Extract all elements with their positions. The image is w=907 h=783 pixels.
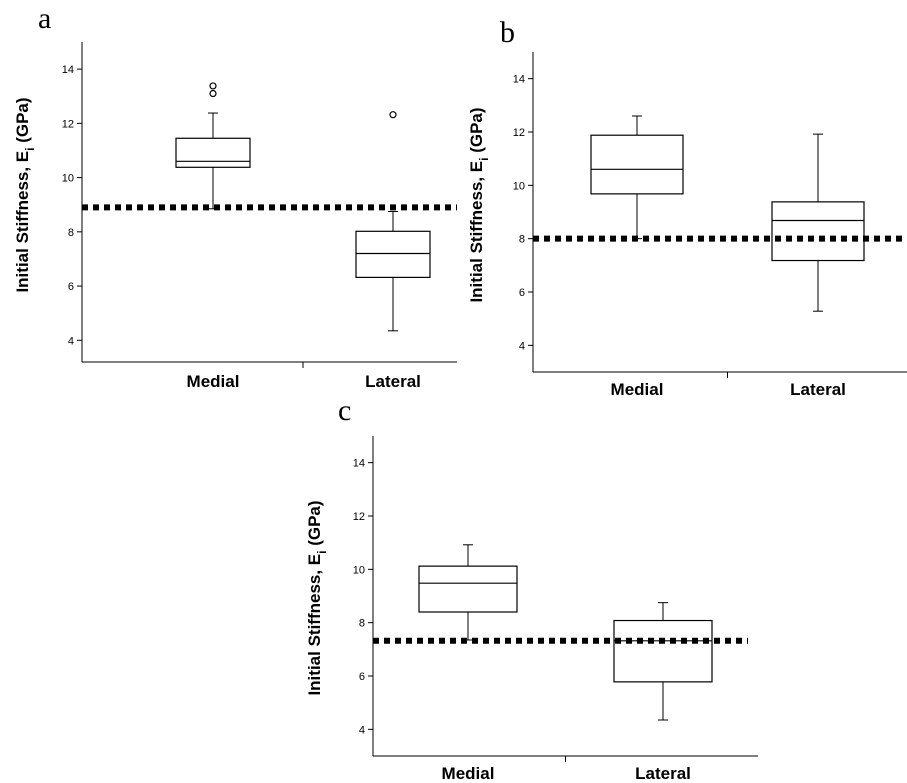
y-tick-label-c-12: 12 bbox=[353, 511, 365, 523]
box-c-lateral bbox=[613, 619, 713, 683]
y-tick-label-b-12: 12 bbox=[513, 127, 525, 139]
y-tick-label-c-10: 10 bbox=[353, 564, 365, 576]
y-axis-title-a: Initial Stiffness, Ei (GPa) bbox=[13, 97, 37, 292]
outlier-a-lateral-0 bbox=[389, 111, 397, 119]
panel-b-plot: 4 6 8 10 12 14 Initial Stiffness, Ei (GPa) Medi… bbox=[467, 52, 907, 399]
y-tick-label-b-4: 4 bbox=[519, 340, 525, 352]
x-category-label-c-lateral: Lateral bbox=[635, 764, 691, 783]
y-tick-label-c-4: 4 bbox=[359, 724, 365, 736]
outlier-a-medial-0 bbox=[209, 89, 217, 98]
panel-b-letter: b bbox=[500, 16, 515, 49]
y-tick-label-a-10: 10 bbox=[62, 173, 74, 185]
box-a-lateral bbox=[355, 230, 431, 278]
panel-b: b 4 6 8 10 12 14 Initial Stiffness, Ei (GPa) Me… bbox=[467, 16, 907, 399]
y-axis-title-c: Initial Stiffness, Ei (GPa) bbox=[305, 500, 329, 695]
y-tick-label-c-8: 8 bbox=[359, 618, 365, 630]
y-axis-title-b: Initial Stiffness, Ei (GPa) bbox=[467, 107, 491, 302]
panel-c: c 4 6 8 10 12 14 Initial Stiffness, Ei (GPa) Me… bbox=[305, 394, 758, 783]
y-tick-label-a-4: 4 bbox=[68, 335, 74, 347]
y-tick-label-a-8: 8 bbox=[68, 227, 74, 239]
panel-c-plot: 4 6 8 10 12 14 Initial Stiffness, Ei (GPa) Medi… bbox=[305, 436, 758, 783]
x-category-label-b-lateral: Lateral bbox=[790, 380, 846, 399]
x-category-label-b-medial: Medial bbox=[611, 380, 664, 399]
outlier-a-medial-1 bbox=[209, 82, 217, 90]
x-category-label-a-medial: Medial bbox=[187, 372, 240, 391]
box-b-lateral bbox=[771, 201, 865, 262]
y-tick-label-c-14: 14 bbox=[353, 458, 365, 470]
panel-a-plot: 4 6 8 10 12 14 Initial Stiffness, Ei (GPa) Medi… bbox=[13, 42, 457, 391]
y-tick-label-b-10: 10 bbox=[513, 180, 525, 192]
y-tick-label-b-8: 8 bbox=[519, 234, 525, 246]
y-tick-label-a-6: 6 bbox=[68, 281, 74, 293]
box-c-medial bbox=[418, 565, 518, 613]
box-b-medial bbox=[590, 134, 684, 195]
y-tick-label-a-12: 12 bbox=[62, 118, 74, 130]
panel-a-letter: a bbox=[38, 2, 51, 35]
y-tick-label-b-14: 14 bbox=[513, 74, 525, 86]
box-a-medial bbox=[175, 137, 251, 168]
y-tick-label-c-6: 6 bbox=[359, 671, 365, 683]
panel-c-letter: c bbox=[338, 394, 351, 427]
x-category-label-c-medial: Medial bbox=[442, 764, 495, 783]
y-tick-label-b-6: 6 bbox=[519, 287, 525, 299]
panel-a: a 4 6 8 10 12 14 Initial Stiffness, Ei (GPa) Me… bbox=[13, 2, 457, 391]
x-category-label-a-lateral: Lateral bbox=[365, 372, 421, 391]
y-tick-label-a-14: 14 bbox=[62, 64, 74, 76]
